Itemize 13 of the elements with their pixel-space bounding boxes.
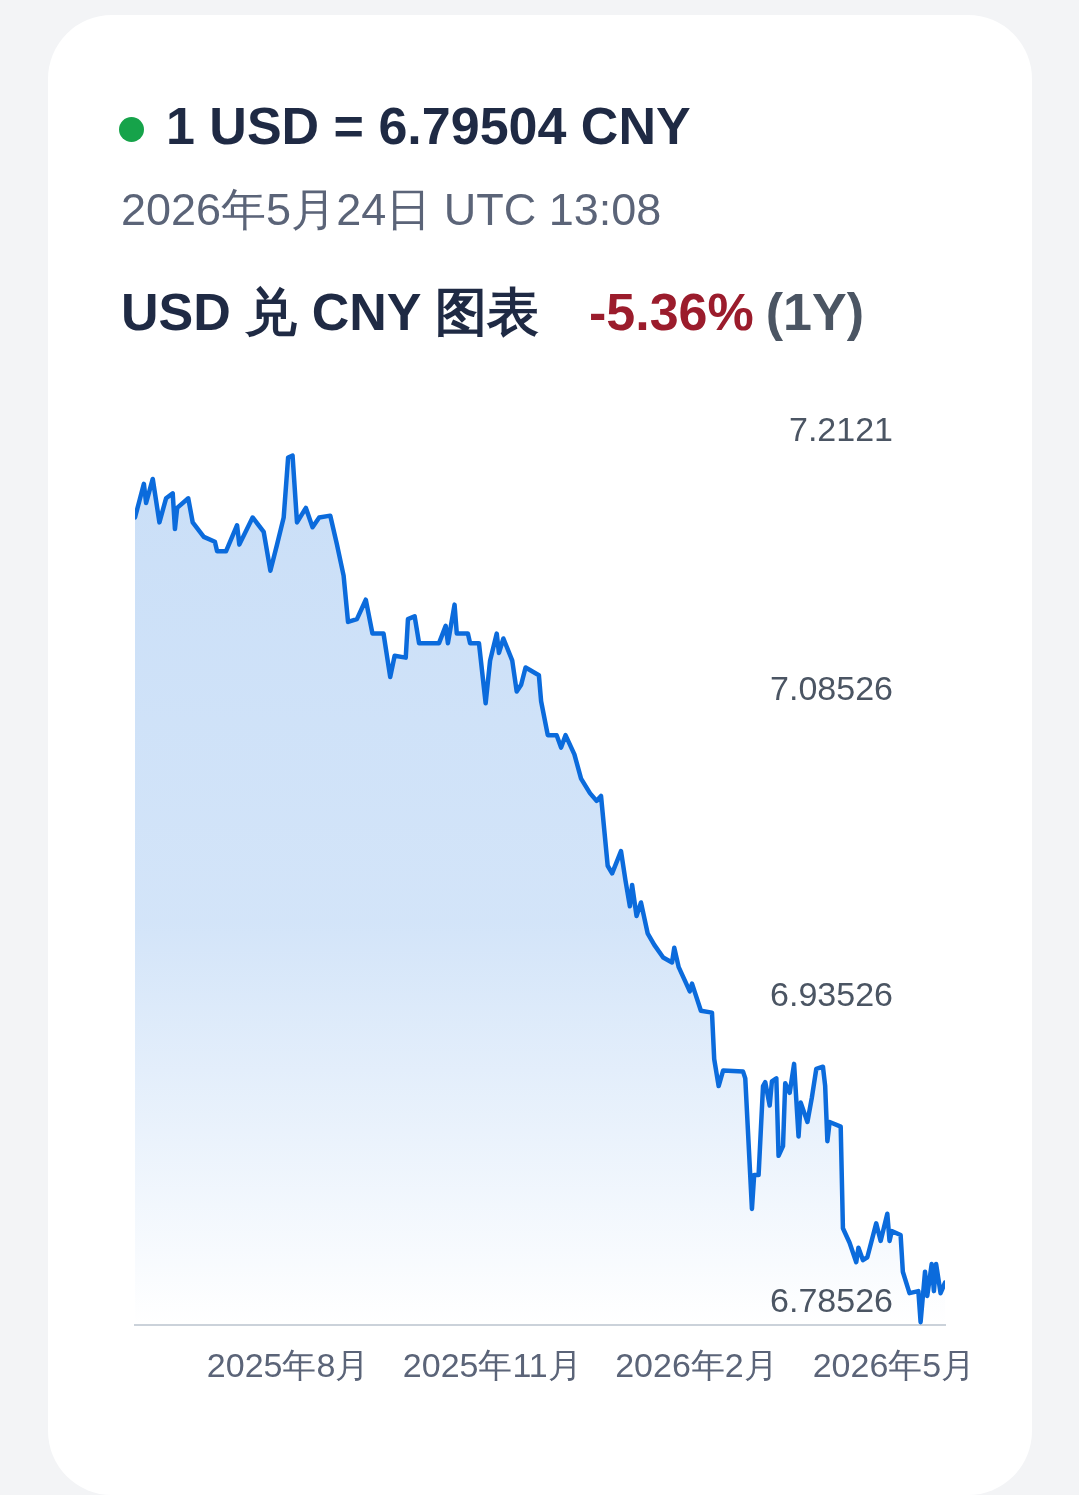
text: -5.36%: [588, 283, 754, 341]
x-tick-label: 2026年2月: [615, 1345, 778, 1384]
x-tick-label: 2025年11月: [402, 1345, 582, 1384]
x-tick-label: 2026年5月: [812, 1345, 976, 1384]
y-tick-label: 7.08526: [770, 669, 893, 708]
y-tick-label: 7.2121: [789, 410, 893, 449]
chart-subtitle: 2026年5月24日 UTC 13:08: [121, 183, 662, 237]
text: (1Y): [765, 283, 864, 341]
text: USD 兑 CNY 图表: [121, 283, 539, 341]
y-tick-label: 6.78526: [770, 1281, 893, 1320]
chart-title: 1 USD = 6.79504 CNY: [166, 96, 691, 156]
x-tick-label: 2025年8月: [206, 1345, 370, 1384]
y-tick-label: 6.93526: [770, 975, 893, 1014]
